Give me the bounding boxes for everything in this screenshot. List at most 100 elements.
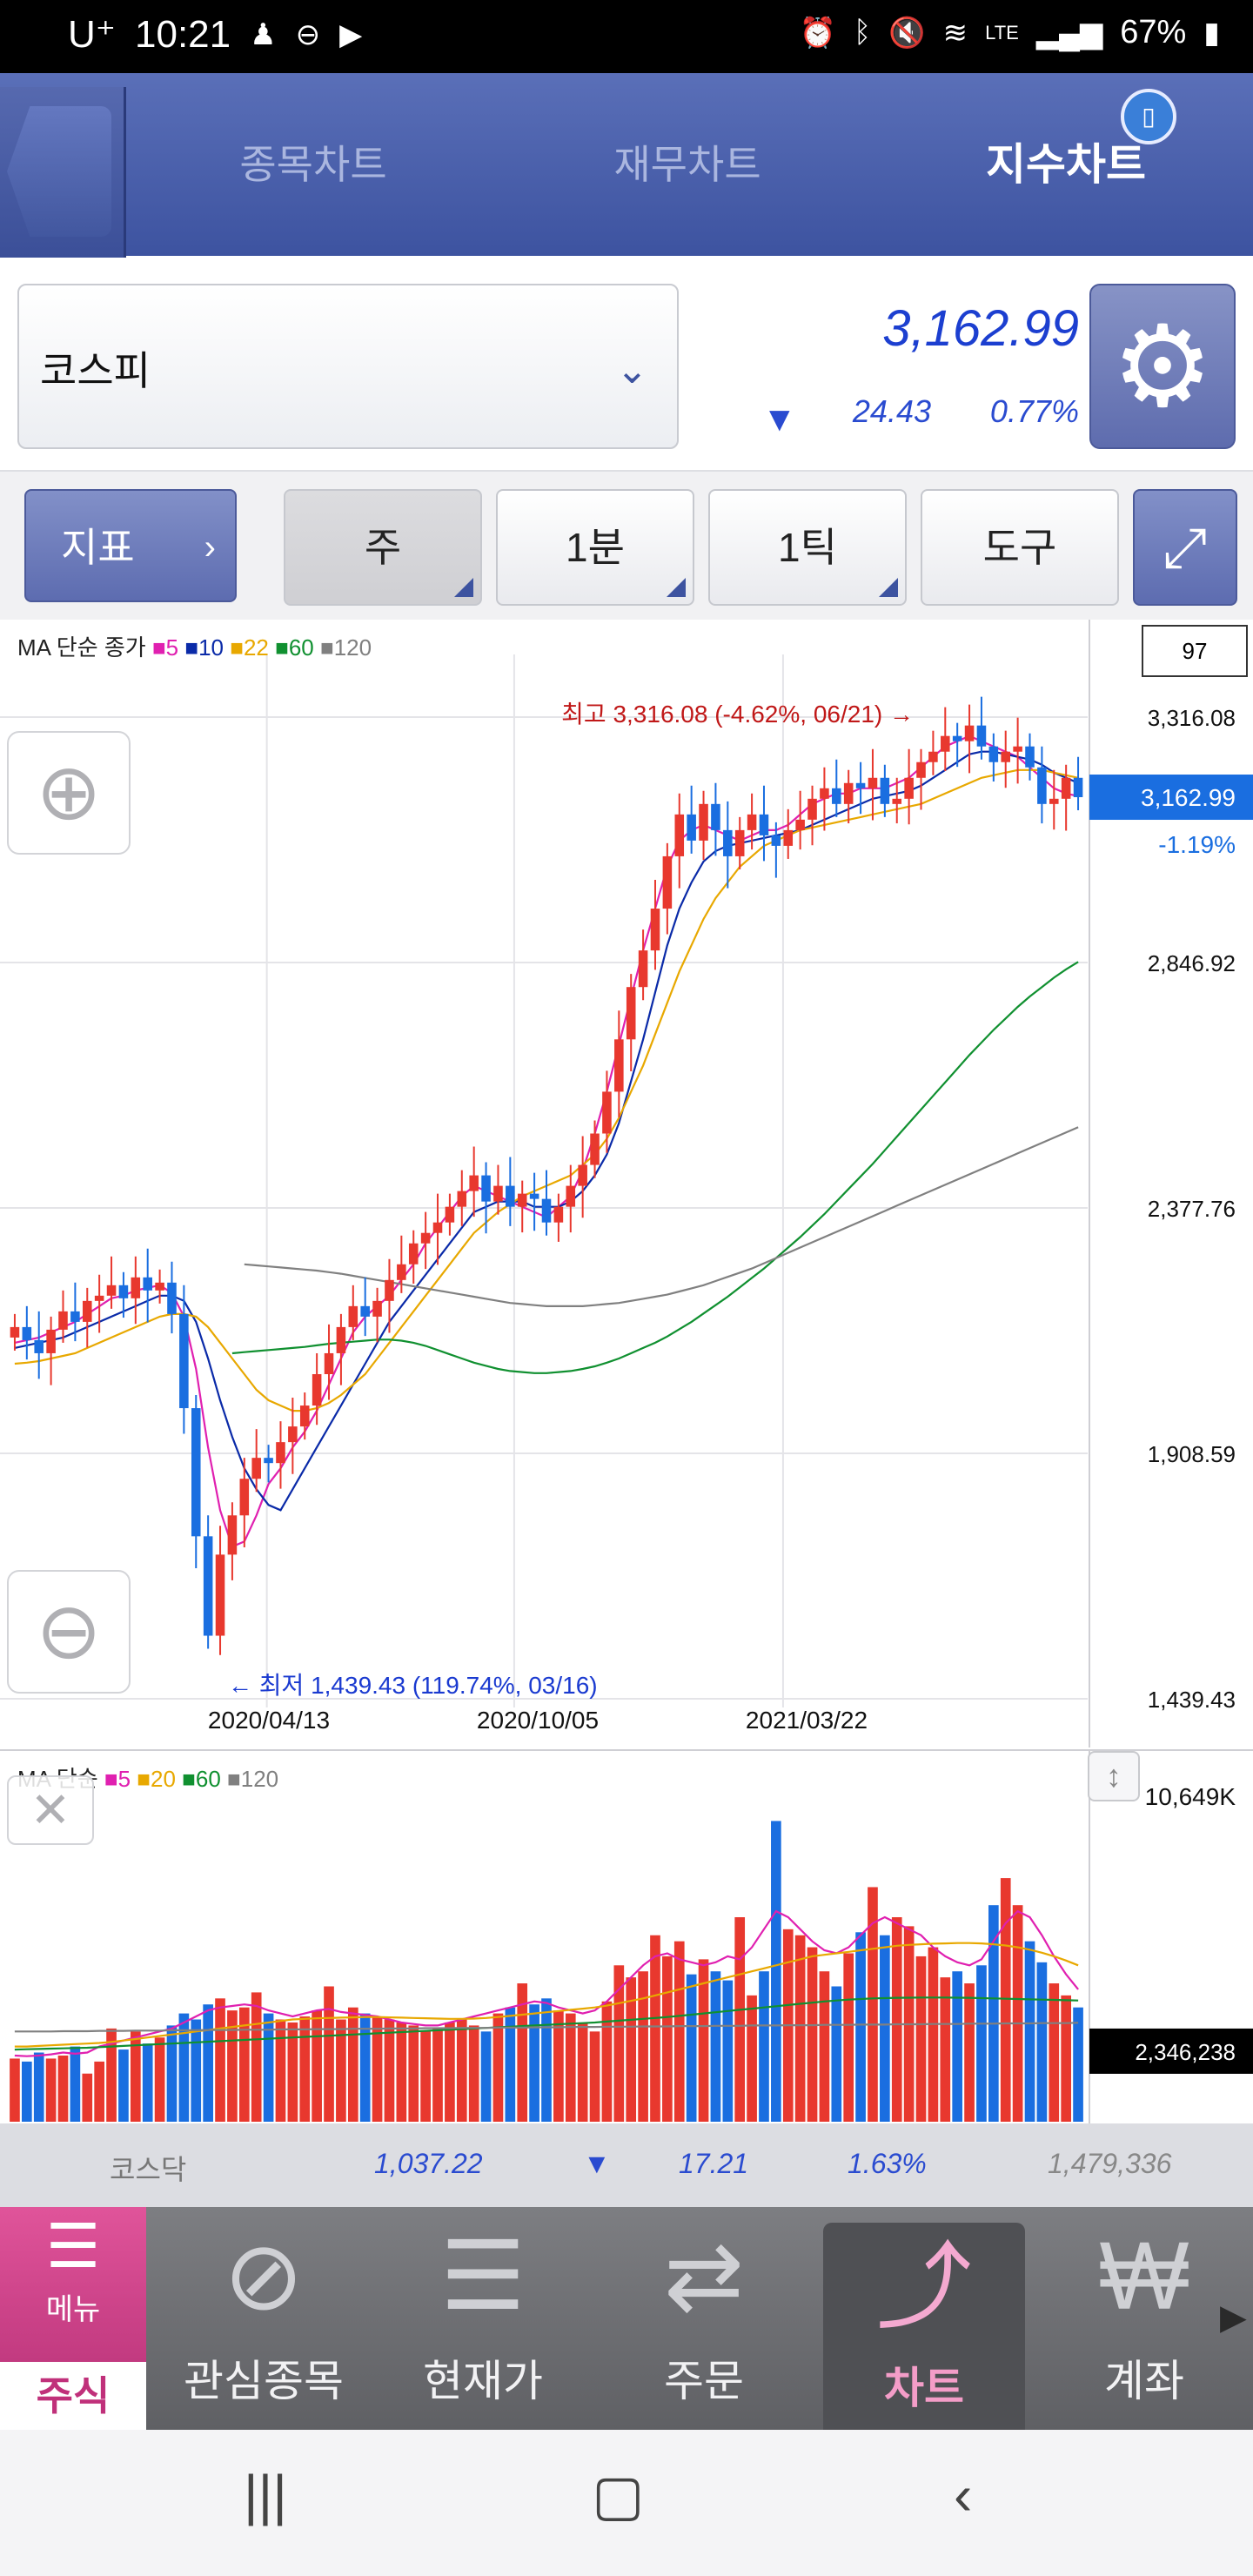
nav-interest-label: 관심종목 (184, 2357, 344, 2405)
high-annotation: 최고 3,316.08 (-4.62%, 06/21) → (561, 701, 914, 728)
back-nav-button[interactable]: ‹ (954, 2464, 973, 2526)
volume-bar (130, 2031, 141, 2122)
volume-bar (82, 2073, 93, 2122)
volume-bar (445, 2022, 455, 2122)
volume-bar (142, 2043, 153, 2122)
volume-bar (843, 1953, 854, 2122)
volume-ma-line-20 (14, 1942, 1079, 2048)
nav-order[interactable]: ⇄ 주문 (595, 2207, 813, 2430)
volume-bar (191, 2019, 202, 2122)
candle-body (747, 814, 757, 830)
tab-stock-chart[interactable]: 종목차트 (239, 142, 387, 187)
nav-current-price[interactable]: ☰ 현재가 (374, 2207, 592, 2430)
indicator-label: 지표 (61, 525, 135, 570)
order-icon: ⇄ (663, 2223, 745, 2330)
volume-bar (324, 1986, 334, 2122)
volume-bar (118, 2049, 129, 2122)
home-button[interactable]: ▢ (592, 2464, 645, 2526)
resize-handle[interactable]: ↕ (1088, 1751, 1140, 1801)
legend-ma10-swatch: ■ (184, 634, 199, 661)
menu-button[interactable]: ☰ 메뉴 (0, 2207, 146, 2362)
candle-body (239, 1479, 250, 1516)
low-annotation: ← 최저 1,439.43 (119.74%, 03/16) (228, 1672, 598, 1699)
candle-body (662, 855, 673, 909)
current-price-tag-bg (1089, 775, 1253, 821)
expand-icon: ⤢ (1163, 516, 1208, 579)
mute-icon: 🔇 (888, 16, 926, 50)
zoom-out-button[interactable]: ⊖ (7, 1570, 131, 1694)
volume-bar (613, 1965, 625, 2122)
candle-body (336, 1326, 346, 1353)
candle-body (928, 751, 938, 762)
tools-button[interactable]: 도구 (921, 489, 1119, 606)
phone-icon[interactable]: ▯ (1121, 89, 1176, 144)
dropdown-corner-icon (454, 578, 473, 597)
volume-bar (1012, 1905, 1023, 2122)
candle-body (167, 1282, 177, 1314)
nav-more-arrow-icon[interactable]: ▶ (1220, 2298, 1247, 2337)
candle-body (578, 1164, 587, 1186)
status-bar: U⁺ 10:21 ♟ ⊖ ▶ ⏰ ᛒ 🔇 ≋ LTE ▂▄▆ 67% ▮ (0, 0, 1253, 73)
volume-bar (673, 1941, 685, 2122)
x-tick-label: 2020/04/13 (208, 1707, 330, 1734)
current-price-icon: ☰ (439, 2223, 526, 2330)
volume-bar (203, 2004, 213, 2122)
candle-body (964, 725, 975, 741)
stock-section-button[interactable]: 주식 (0, 2362, 146, 2430)
tab-index-chart[interactable]: 지수차트 (986, 140, 1146, 189)
volume-chart[interactable]: 10,649K 2,346,238 (0, 1749, 1253, 2123)
recents-button[interactable]: ||| (244, 2464, 287, 2526)
candle-body (771, 835, 781, 846)
volume-ma-line-60 (14, 1996, 1079, 2051)
settings-button[interactable]: ⚙ (1089, 284, 1236, 449)
back-button[interactable] (0, 87, 126, 258)
volume-bar (964, 1983, 975, 2122)
price-chart[interactable]: 3,316.08 2,846.92 2,377.76 1,908.59 1,439.43… (0, 620, 1253, 1748)
volume-bar (275, 2019, 286, 2122)
nav-account[interactable]: ₩ 계좌 (1035, 2207, 1253, 2430)
tab-financial-chart[interactable]: 재무차트 (613, 142, 761, 187)
candle-body (94, 1295, 104, 1301)
candle-body (299, 1405, 310, 1427)
candle-body (288, 1426, 298, 1443)
period-week-label: 주 (364, 525, 402, 570)
alarm-icon: ⏰ (799, 16, 836, 50)
volume-bar (710, 1971, 721, 2122)
secondary-index-price: 1,037.22 (374, 2148, 483, 2179)
index-selector[interactable]: 코스피 ⌄ (17, 284, 679, 449)
secondary-quote-strip[interactable]: 코스닥 1,037.22 ▼ 17.21 1.63% 1,479,336 (0, 2123, 1253, 2207)
nav-interest[interactable]: ⊘ 관심종목 (155, 2207, 372, 2430)
zoom-in-button[interactable]: ⊕ (7, 731, 131, 855)
nav-chart[interactable]: ⤴ 차트 (823, 2223, 1025, 2430)
candle-body (143, 1277, 152, 1291)
candle-body (408, 1243, 419, 1265)
candle-body (445, 1206, 455, 1223)
volume-bar (952, 1971, 963, 2122)
candle-body (397, 1264, 406, 1280)
legend-ma60-swatch: ■ (275, 634, 289, 661)
won-icon: ₩ (1099, 2223, 1189, 2330)
candle-body (506, 1185, 515, 1207)
back-arrow-icon (7, 106, 111, 237)
volume-bar (650, 1935, 660, 2122)
x-tick-label: 2020/10/05 (477, 1707, 599, 1734)
candle-body (432, 1222, 443, 1233)
candle-body (699, 803, 708, 841)
volume-bar (106, 2028, 117, 2122)
vlegend-ma20-swatch: ■ (137, 1766, 151, 1792)
volume-bar (928, 1947, 939, 2122)
period-week-button[interactable]: 주 (284, 489, 482, 606)
period-1min-button[interactable]: 1분 (496, 489, 694, 606)
period-1tick-button[interactable]: 1틱 (708, 489, 907, 606)
volume-bar (336, 2019, 346, 2122)
volume-bar (722, 1980, 734, 2122)
candle-body (227, 1515, 238, 1555)
tools-label: 도구 (982, 525, 1057, 570)
fullscreen-button[interactable]: ⤢ (1133, 489, 1237, 606)
vertical-arrows-icon: ↕ (1106, 1758, 1122, 1794)
visible-count-box[interactable]: 97 (1142, 625, 1248, 677)
volume-bar (227, 2010, 238, 2122)
indicator-button[interactable]: 지표 › (24, 489, 237, 602)
current-change-pct: -1.19% (1158, 831, 1236, 858)
close-volume-button[interactable]: ✕ (7, 1775, 94, 1845)
